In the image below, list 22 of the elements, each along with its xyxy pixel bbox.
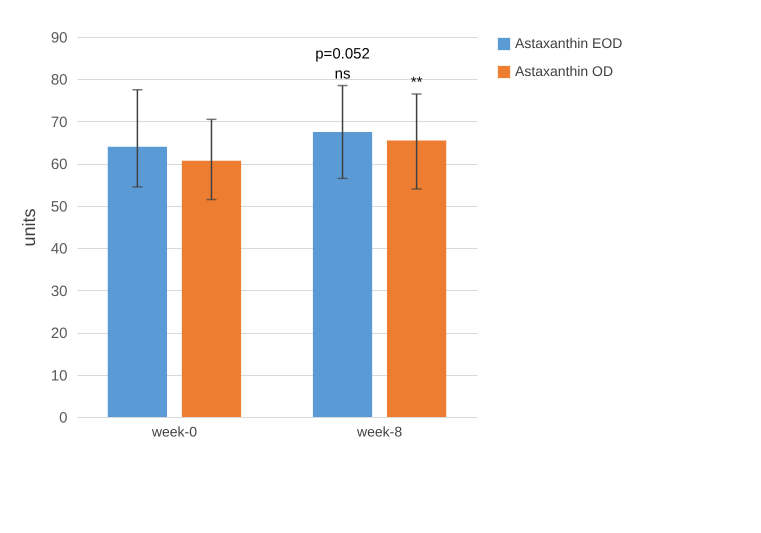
y-tick-label: 30 xyxy=(50,282,68,300)
y-tick-label: 80 xyxy=(50,72,68,89)
x-tick-label: week-0 xyxy=(150,424,198,440)
annotation: ** xyxy=(410,74,423,91)
bar xyxy=(182,160,242,417)
y-tick-label: 90 xyxy=(50,30,68,46)
y-tick-label: 60 xyxy=(50,156,68,174)
y-tick-label: 50 xyxy=(50,198,68,216)
y-tick-label: 0 xyxy=(59,410,68,426)
legend-label: Astaxanthin EOD xyxy=(515,35,622,51)
y-tick-label: 20 xyxy=(50,325,68,342)
y-tick-label: 70 xyxy=(50,114,68,131)
legend-label: Astaxanthin OD xyxy=(515,63,614,79)
bar xyxy=(386,140,446,417)
y-axis-title: units xyxy=(18,208,39,247)
y-tick-label: 10 xyxy=(50,367,68,384)
bar xyxy=(312,132,372,417)
x-tick-label: week-8 xyxy=(356,424,402,440)
annotation: p=0.052 xyxy=(315,46,370,63)
bar xyxy=(108,146,168,417)
annotation: ns xyxy=(334,66,350,83)
y-tick-label: 40 xyxy=(50,240,68,258)
